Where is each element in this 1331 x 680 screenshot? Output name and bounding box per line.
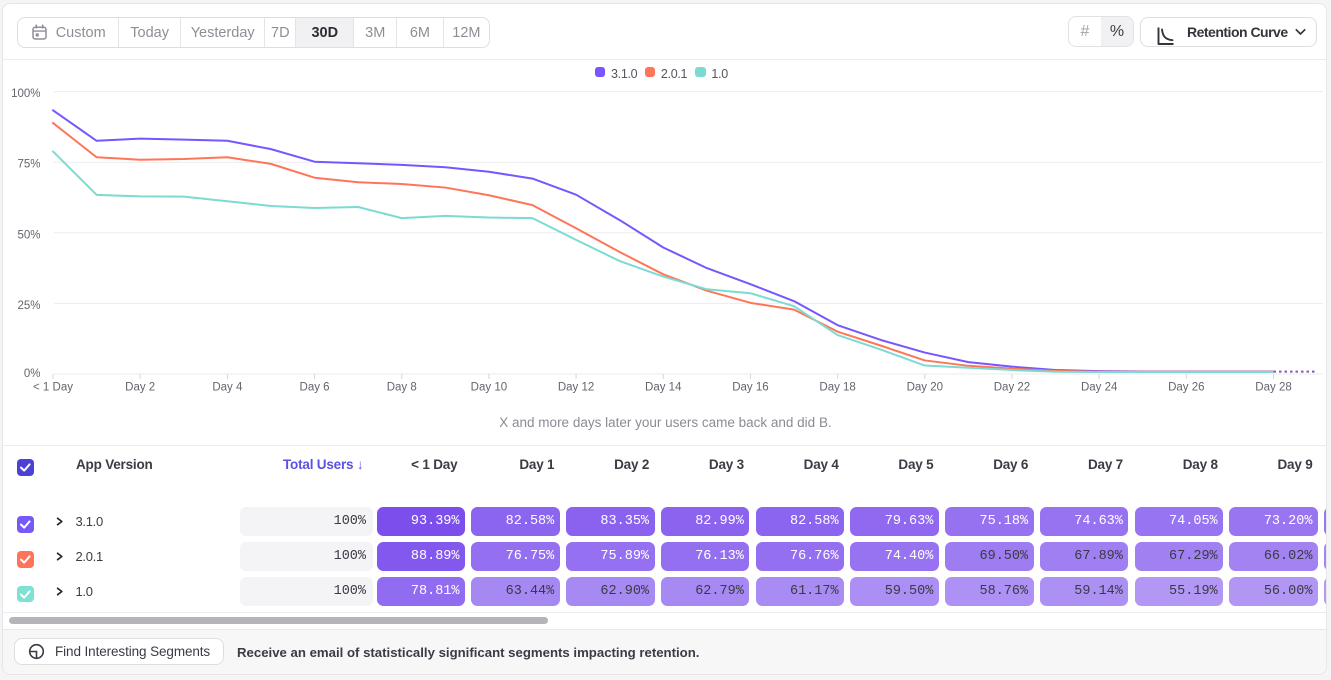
- svg-text:Day 4: Day 4: [212, 382, 243, 394]
- svg-text:75%: 75%: [17, 159, 40, 171]
- svg-text:25%: 25%: [17, 300, 40, 312]
- svg-text:Day 24: Day 24: [1081, 382, 1118, 394]
- svg-text:Day 10: Day 10: [471, 382, 507, 394]
- svg-text:100%: 100%: [11, 88, 40, 100]
- svg-text:Day 14: Day 14: [645, 382, 682, 394]
- svg-text:Day 26: Day 26: [1168, 382, 1204, 394]
- svg-text:Day 22: Day 22: [994, 382, 1030, 394]
- svg-text:Day 2: Day 2: [125, 382, 155, 394]
- svg-text:Day 20: Day 20: [907, 382, 943, 394]
- svg-text:Day 28: Day 28: [1255, 382, 1291, 394]
- svg-text:Day 16: Day 16: [732, 382, 768, 394]
- svg-text:Day 6: Day 6: [300, 382, 330, 394]
- svg-text:Day 8: Day 8: [387, 382, 417, 394]
- svg-text:< 1 Day: < 1 Day: [33, 382, 73, 394]
- svg-text:0%: 0%: [24, 368, 41, 380]
- svg-text:Day 18: Day 18: [819, 382, 855, 394]
- svg-text:50%: 50%: [17, 229, 40, 241]
- svg-text:Day 12: Day 12: [558, 382, 594, 394]
